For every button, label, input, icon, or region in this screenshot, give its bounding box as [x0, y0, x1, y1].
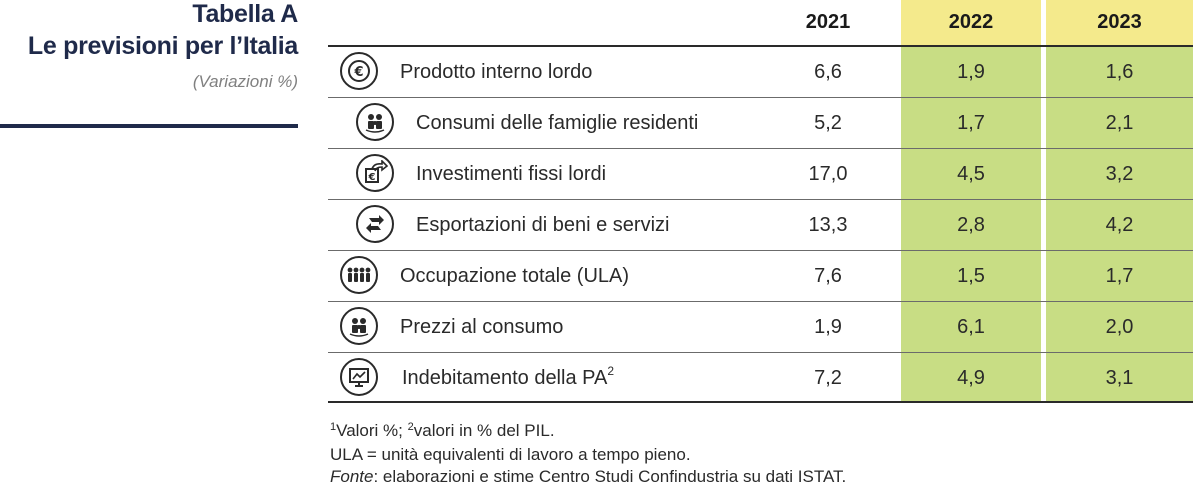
- table-title: Tabella A: [192, 0, 298, 28]
- header-row: 2021 2022 2023: [328, 0, 1193, 45]
- value-2023: 1,6: [1046, 47, 1193, 97]
- investment-icon: €: [356, 154, 394, 192]
- row-label: Indebitamento della PA2: [402, 353, 614, 403]
- value-2021: 7,2: [814, 367, 842, 389]
- row-divider: [328, 250, 1193, 251]
- table-row: Consumi delle famiglie residenti 5,2 1,7…: [328, 98, 1193, 149]
- year-header-2022: 2022: [901, 0, 1041, 45]
- table-row: € Investimenti fissi lordi 17,0 4,5 3,2: [328, 149, 1193, 200]
- svg-text:€: €: [353, 65, 363, 80]
- table-row: Esportazioni di beni e servizi 13,3 2,8 …: [328, 200, 1193, 251]
- value-2023: 4,2: [1046, 200, 1193, 250]
- family-icon: [356, 103, 394, 141]
- footnote-1-marker: 1: [330, 421, 337, 433]
- row-label: Prodotto interno lordo: [400, 61, 593, 83]
- row-divider: [328, 352, 1193, 353]
- euro-coin-icon: €: [340, 52, 378, 90]
- value-2022: 1,5: [901, 251, 1041, 301]
- note-line-2: ULA = unità equivalenti di lavoro a temp…: [330, 445, 691, 464]
- footnote-2-text: valori in % del PIL.: [413, 421, 555, 440]
- value-2021: 6,6: [814, 61, 842, 83]
- note-line-1: 1Valori %; 2valori in % del PIL.: [330, 420, 846, 444]
- row-label: Occupazione totale (ULA): [400, 265, 630, 287]
- year-header-2023: 2023: [1046, 0, 1193, 45]
- note-source: Fonte: elaborazioni e stime Centro Studi…: [330, 466, 846, 488]
- value-2021: 17,0: [808, 163, 848, 185]
- footnote-marker: 2: [607, 364, 615, 378]
- table-bottom-divider: [328, 401, 1193, 403]
- table-heading: Le previsioni per l’Italia: [27, 32, 298, 60]
- row-label-text: Indebitamento della PA: [402, 367, 608, 389]
- exchange-icon: [356, 205, 394, 243]
- value-2022: 1,7: [901, 98, 1041, 148]
- value-2021: 13,3: [808, 214, 848, 236]
- value-2023: 1,7: [1046, 251, 1193, 301]
- value-2022: 6,1: [901, 302, 1041, 352]
- row-divider: [328, 97, 1193, 98]
- header-divider: [328, 45, 1193, 47]
- workers-icon: [340, 256, 378, 294]
- row-label: Consumi delle famiglie residenti: [416, 112, 699, 134]
- value-2022: 4,5: [901, 149, 1041, 199]
- value-2021: 1,9: [814, 316, 842, 338]
- row-label: Esportazioni di beni e servizi: [416, 214, 670, 236]
- row-divider: [328, 199, 1193, 200]
- footnote-1-text: Valori %;: [336, 421, 408, 440]
- table-subtitle: (Variazioni %): [192, 72, 298, 91]
- value-2023: 2,1: [1046, 98, 1193, 148]
- table-row: € Prodotto interno lordo 6,6 1,9 1,6: [328, 47, 1193, 98]
- row-divider: [328, 148, 1193, 149]
- table-row: Occupazione totale (ULA) 7,6 1,5 1,7: [328, 251, 1193, 302]
- row-label: Investimenti fissi lordi: [416, 163, 607, 185]
- row-label: Prezzi al consumo: [400, 316, 564, 338]
- year-header-2021: 2021: [805, 11, 851, 33]
- title-divider: [0, 124, 298, 128]
- value-2021: 5,2: [814, 112, 842, 134]
- value-2021: 7,6: [814, 265, 842, 287]
- monitor-chart-icon: [340, 358, 378, 396]
- value-2023: 2,0: [1046, 302, 1193, 352]
- value-2022: 2,8: [901, 200, 1041, 250]
- source-label: Fonte: [330, 467, 374, 486]
- table-row: Prezzi al consumo 1,9 6,1 2,0: [328, 302, 1193, 353]
- value-2022: 1,9: [901, 47, 1041, 97]
- table-notes: 1Valori %; 2valori in % del PIL. ULA = u…: [330, 420, 846, 488]
- svg-text:€: €: [368, 172, 376, 183]
- value-2022: 4,9: [901, 353, 1041, 403]
- source-text: : elaborazioni e stime Centro Studi Conf…: [373, 467, 847, 486]
- table-row: Indebitamento della PA2 7,2 4,9 3,1: [328, 353, 1193, 403]
- footnote-2-marker: 2: [407, 421, 414, 433]
- value-2023: 3,1: [1046, 353, 1193, 403]
- value-2023: 3,2: [1046, 149, 1193, 199]
- row-divider: [328, 301, 1193, 302]
- family-icon: [340, 307, 378, 345]
